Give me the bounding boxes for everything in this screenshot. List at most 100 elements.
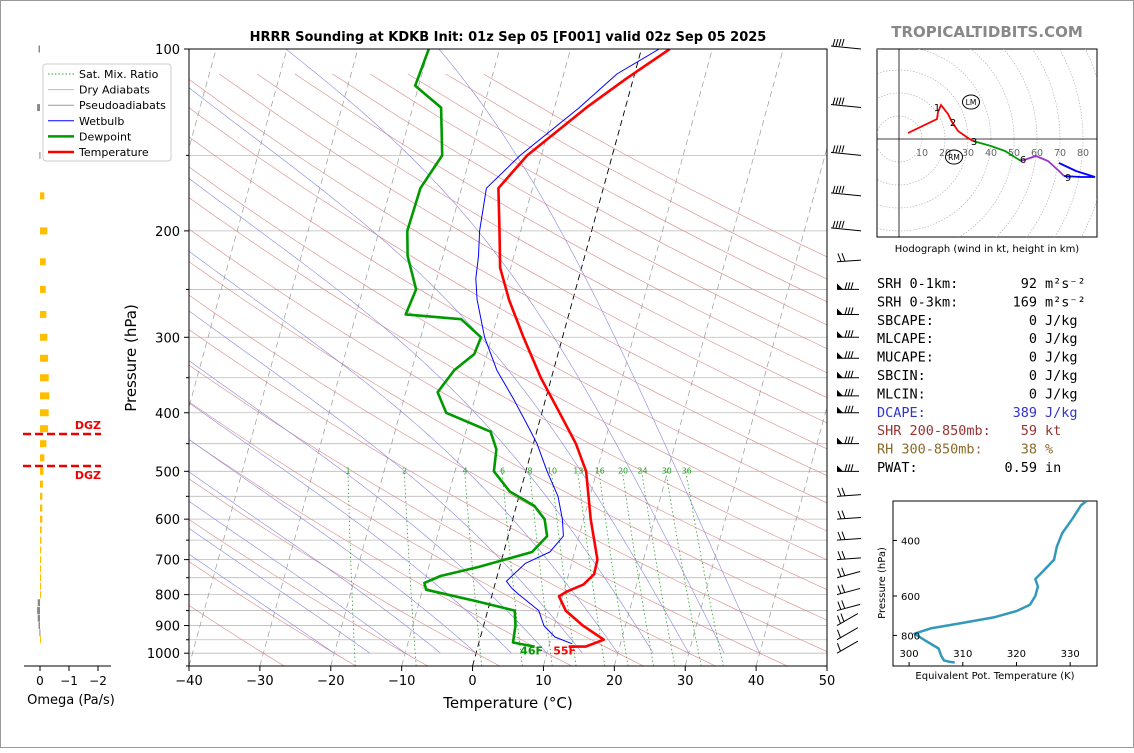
legend-label: Dry Adiabats xyxy=(79,84,150,97)
x-tick-label: 30 xyxy=(677,674,694,689)
mixing-ratio-line xyxy=(403,471,417,666)
mixing-ratio-label: 13 xyxy=(573,467,583,476)
index-value: 0.59 xyxy=(1004,460,1037,476)
legend-label: Pseudoadiabats xyxy=(79,99,166,112)
omega-tick-label: 0 xyxy=(36,674,44,688)
hodograph-height-label: 9 xyxy=(1065,173,1071,184)
omega-bar xyxy=(40,333,48,341)
omega-bar xyxy=(37,614,40,622)
omega-bar xyxy=(40,454,45,462)
omega-bar xyxy=(40,582,41,590)
dry-adiabat xyxy=(189,78,827,450)
mixing-ratio-line xyxy=(665,471,702,666)
dry-adiabat xyxy=(332,73,827,349)
moist-adiabat xyxy=(285,49,725,654)
mixing-ratio-line xyxy=(641,471,676,666)
wind-barb xyxy=(836,510,861,520)
x-tick-label: 40 xyxy=(748,674,765,689)
isotherm xyxy=(613,49,784,666)
legend-label: Dewpoint xyxy=(79,130,132,143)
y-tick-label: 1000 xyxy=(147,647,180,662)
omega-bar xyxy=(40,480,43,488)
isotherm xyxy=(189,49,288,409)
legend-label: Wetbulb xyxy=(79,115,124,128)
wind-barb xyxy=(830,97,862,109)
mixing-ratio-line xyxy=(529,471,553,666)
theta-e-y-tick-label: 600 xyxy=(901,592,920,603)
index-value: 0 xyxy=(1029,331,1037,347)
omega-bar xyxy=(40,285,46,293)
moist-adiabat xyxy=(189,402,512,654)
hodograph-trace xyxy=(1020,155,1065,177)
wind-barb xyxy=(837,330,859,338)
y-tick-label: 600 xyxy=(155,513,180,528)
index-row: MUCAPE: 0 J/kg xyxy=(877,350,1078,366)
omega-bar xyxy=(40,565,41,573)
omega-tick-label: −1 xyxy=(60,674,78,688)
hodograph-frame xyxy=(876,48,1098,238)
index-row: SBCIN: 0 J/kg xyxy=(877,368,1078,384)
y-tick-label: 900 xyxy=(155,620,180,635)
omega-bar xyxy=(38,45,40,53)
index-unit: J/kg xyxy=(1045,331,1078,347)
mixing-ratio-label: 36 xyxy=(682,467,692,476)
isotherm xyxy=(684,146,827,666)
y-tick-label: 500 xyxy=(155,465,180,480)
theta-e-profile xyxy=(913,501,1088,664)
index-label: MUCAPE: xyxy=(877,350,934,366)
skewt-frame xyxy=(188,48,828,667)
moist-adiabat xyxy=(189,471,441,654)
omega-bar xyxy=(37,607,40,615)
index-unit: m²s⁻² xyxy=(1045,294,1086,310)
mixing-ratio-label: 24 xyxy=(637,467,647,476)
omega-bar xyxy=(39,629,41,637)
index-value: 38 xyxy=(1021,442,1037,458)
wind-barb xyxy=(830,185,862,197)
index-row: SBCAPE: 0 J/kg xyxy=(877,313,1078,329)
wind-barb xyxy=(830,220,862,232)
hodograph-height-label: 3 xyxy=(971,137,977,148)
index-label: MLCIN: xyxy=(877,386,926,402)
isotherm xyxy=(755,405,827,666)
dry-adiabat xyxy=(189,228,827,590)
index-label: SBCAPE: xyxy=(877,313,934,329)
index-row: DCAPE: 389 J/kg xyxy=(877,405,1078,421)
omega-bar xyxy=(40,227,48,235)
index-value: 92 xyxy=(1021,276,1037,292)
moist-adiabat xyxy=(189,250,619,654)
isotherm xyxy=(1,49,3,666)
y-tick-label: 700 xyxy=(155,554,180,569)
storm-motion-marker xyxy=(962,94,980,110)
moist-adiabat xyxy=(189,360,548,654)
y-tick-label: 300 xyxy=(155,331,180,346)
wind-barb xyxy=(836,531,861,541)
wind-barb xyxy=(836,613,859,626)
moist-adiabat xyxy=(189,500,406,654)
site-watermark: TROPICALTIDBITS.COM xyxy=(891,23,1083,41)
omega-bar xyxy=(40,354,49,362)
omega-bar xyxy=(40,536,42,544)
dry-adiabat xyxy=(256,73,827,398)
mixing-ratio-label: 4 xyxy=(463,467,468,476)
series-dewpoint xyxy=(404,49,549,648)
wind-barb xyxy=(836,584,861,596)
dgz-bottom-label: DGZ xyxy=(75,469,101,482)
x-axis-label: Temperature (°C) xyxy=(442,694,572,712)
dry-adiabat xyxy=(370,73,827,326)
wind-barb xyxy=(830,145,862,156)
x-tick-label: −10 xyxy=(388,674,415,689)
indices-panel: SRH 0-1km: 92 m²s⁻² SRH 0-3km: 169 m²s⁻² SBCAP… xyxy=(877,276,1086,476)
omega-bar xyxy=(40,374,49,382)
hodograph-height-label: 1 xyxy=(934,103,940,114)
omega-bar xyxy=(40,591,41,599)
mixing-ratio-label: 30 xyxy=(662,467,672,476)
index-row: MLCIN: 0 J/kg xyxy=(877,386,1078,402)
storm-motion-label: RM xyxy=(948,153,960,162)
index-label: DCAPE: xyxy=(877,405,926,421)
index-row: MLCAPE: 0 J/kg xyxy=(877,331,1078,347)
theta-e-x-label: Equivalent Pot. Temperature (K) xyxy=(915,671,1074,682)
omega-bar xyxy=(40,546,42,554)
series-wetbulb xyxy=(475,49,660,645)
